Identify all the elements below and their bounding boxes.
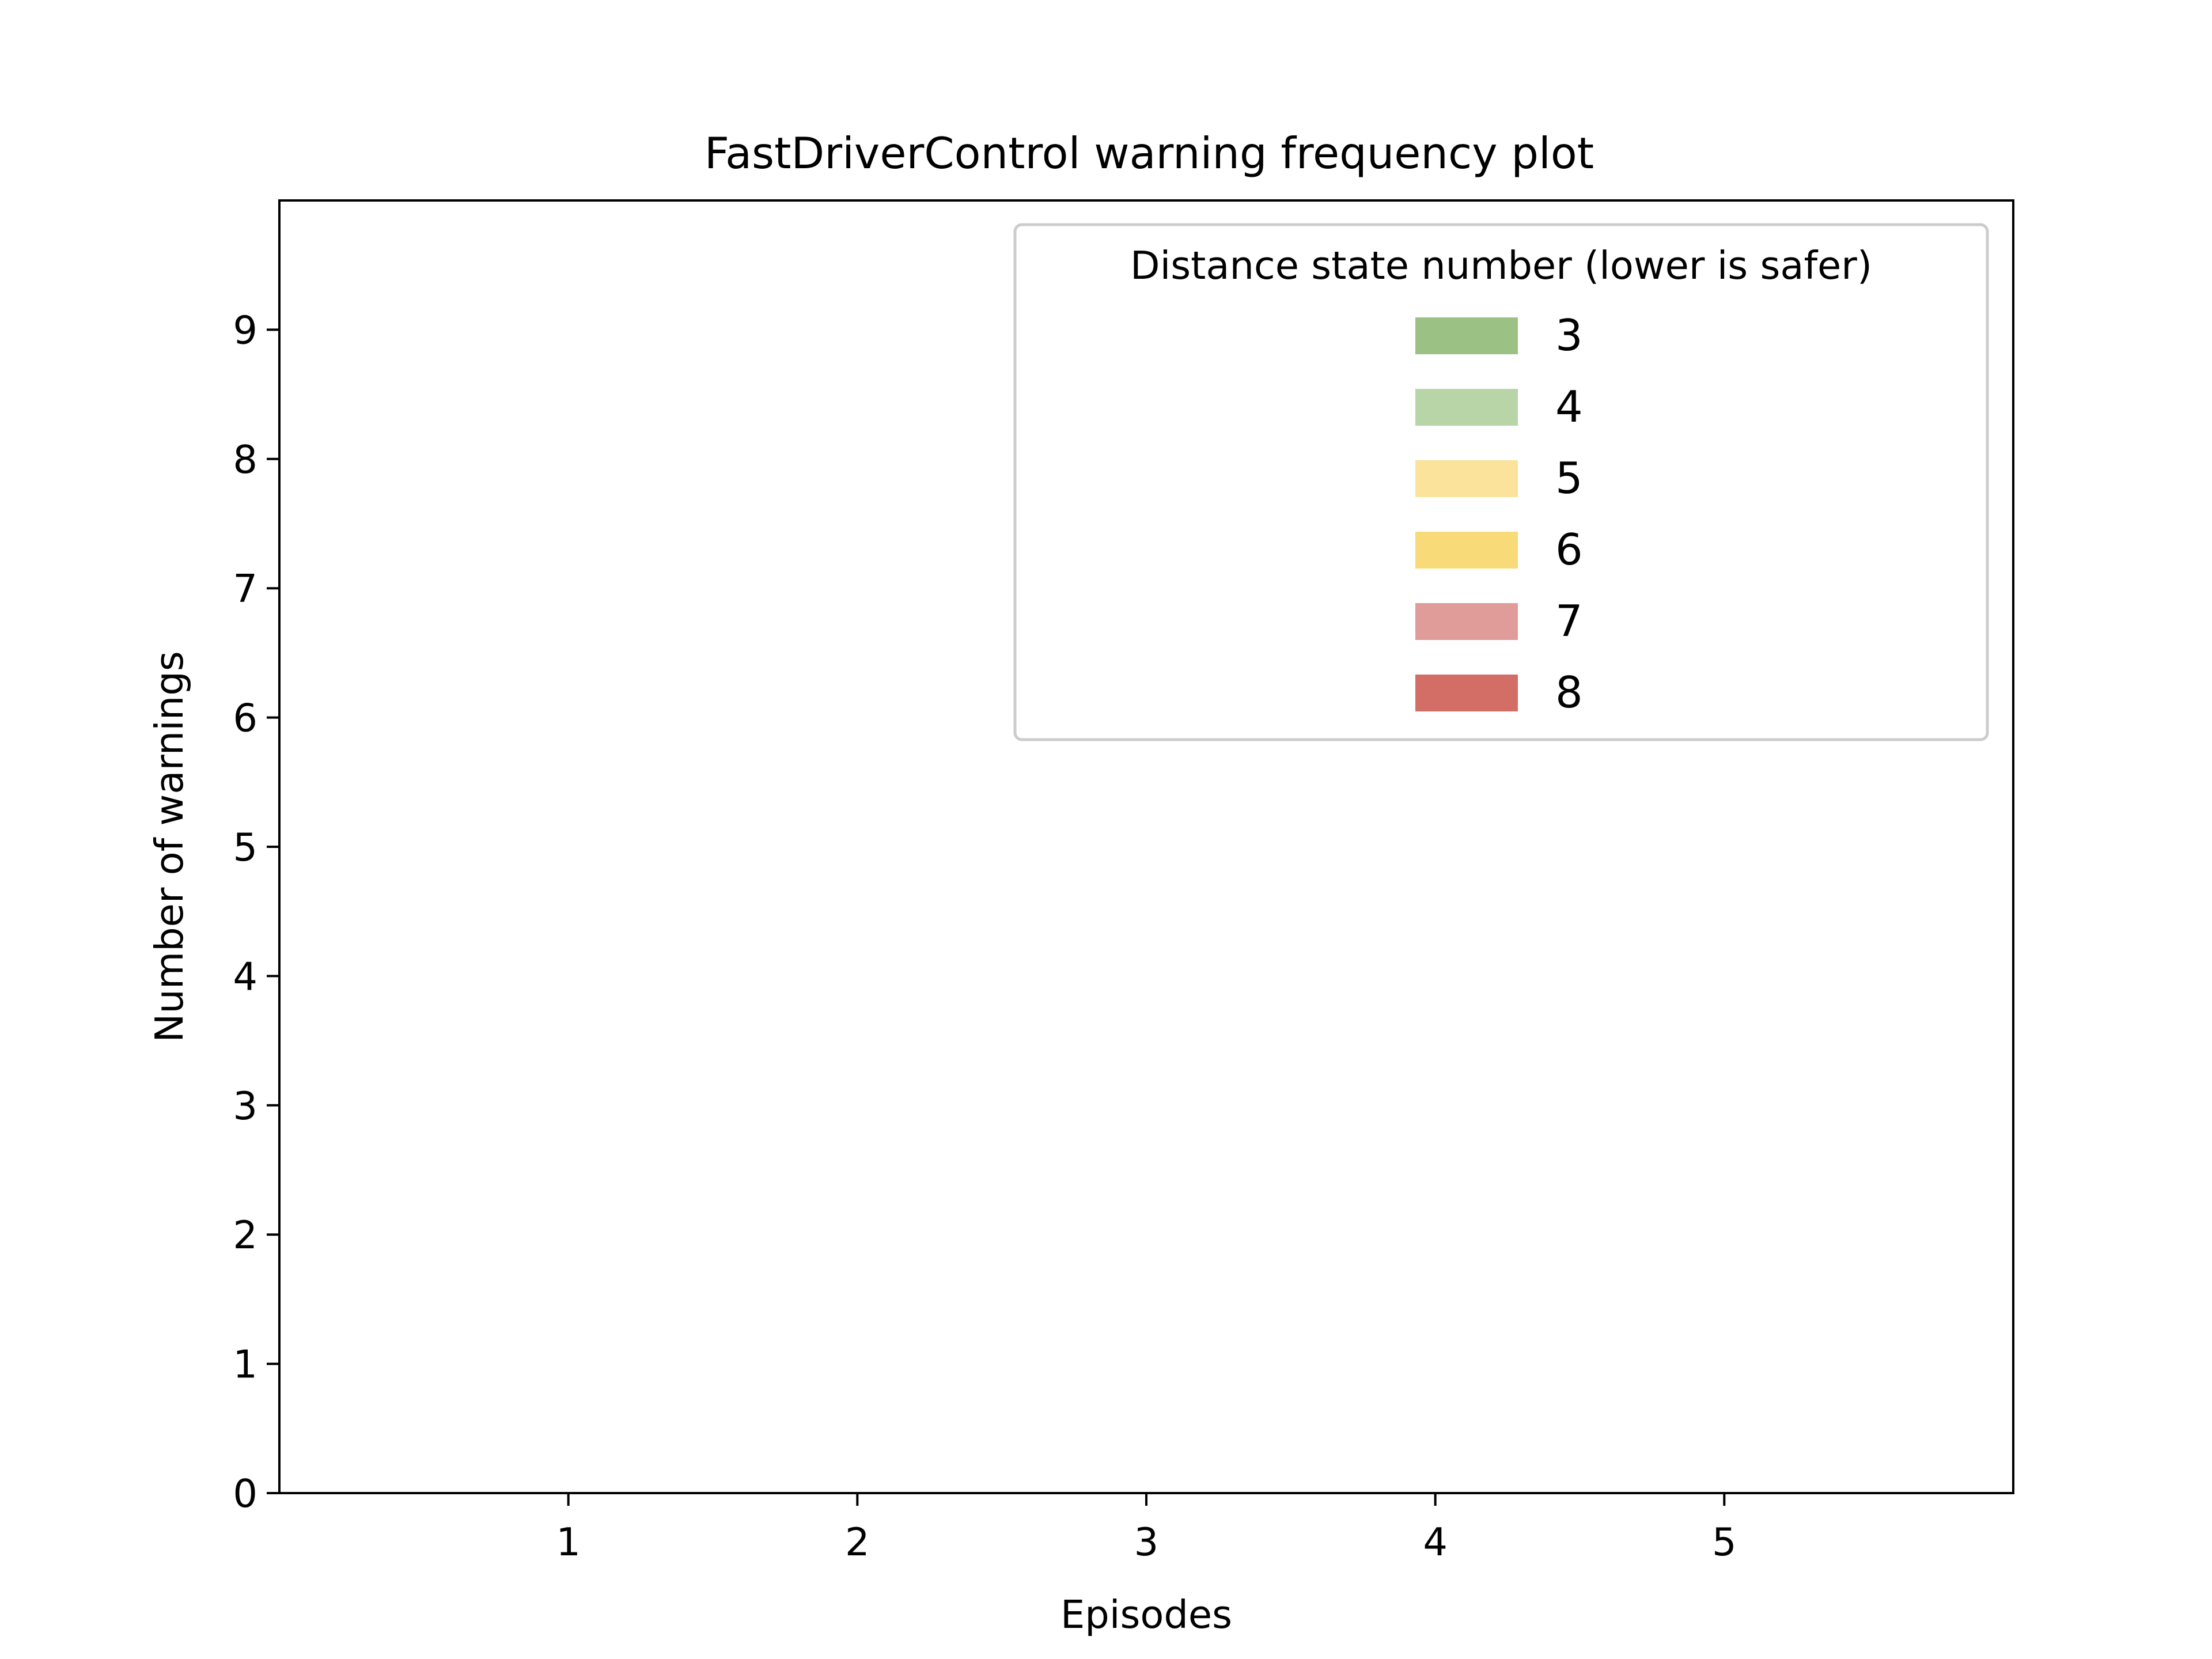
- x-tick-label: 1: [556, 1520, 581, 1565]
- y-tick-label: 2: [233, 1213, 257, 1257]
- legend-swatch: [1415, 389, 1518, 426]
- y-axis-label: Number of warnings: [147, 651, 192, 1043]
- y-tick-label: 4: [233, 954, 257, 999]
- x-axis: 1 2 3 4 5: [556, 1493, 1737, 1565]
- y-tick-label: 5: [233, 825, 257, 870]
- legend-label: 4: [1555, 381, 1583, 432]
- y-tick-label: 9: [233, 308, 257, 353]
- legend-swatch: [1415, 675, 1518, 711]
- legend-swatch: [1415, 460, 1518, 497]
- legend-swatch: [1415, 532, 1518, 569]
- legend-label: 7: [1555, 596, 1583, 646]
- y-tick-label: 3: [233, 1084, 257, 1128]
- y-tick-label: 6: [233, 696, 257, 741]
- legend-swatch: [1415, 317, 1518, 354]
- x-tick-label: 3: [1134, 1520, 1159, 1565]
- x-tick-label: 5: [1712, 1520, 1737, 1565]
- legend-label: 5: [1555, 453, 1583, 503]
- y-tick-label: 0: [233, 1471, 257, 1516]
- legend-entries: 3 4 5 6 7 8: [1415, 310, 1583, 718]
- y-tick-label: 1: [233, 1342, 257, 1387]
- legend-label: 6: [1555, 524, 1583, 575]
- legend-label: 8: [1555, 667, 1583, 718]
- y-tick-label: 7: [233, 566, 257, 611]
- legend-title: Distance state number (lower is safer): [1130, 243, 1872, 288]
- x-tick-label: 2: [845, 1520, 870, 1565]
- legend-swatch: [1415, 603, 1518, 640]
- chart-title: FastDriverControl warning frequency plot: [704, 128, 1594, 179]
- x-axis-label: Episodes: [1060, 1592, 1232, 1637]
- y-tick-label: 8: [233, 437, 257, 482]
- x-tick-label: 4: [1423, 1520, 1448, 1565]
- legend: Distance state number (lower is safer) 3…: [1013, 223, 1989, 741]
- legend-label: 3: [1555, 310, 1583, 361]
- y-axis: 0 1 2 3 4 5 6 7 8 9: [233, 308, 279, 1516]
